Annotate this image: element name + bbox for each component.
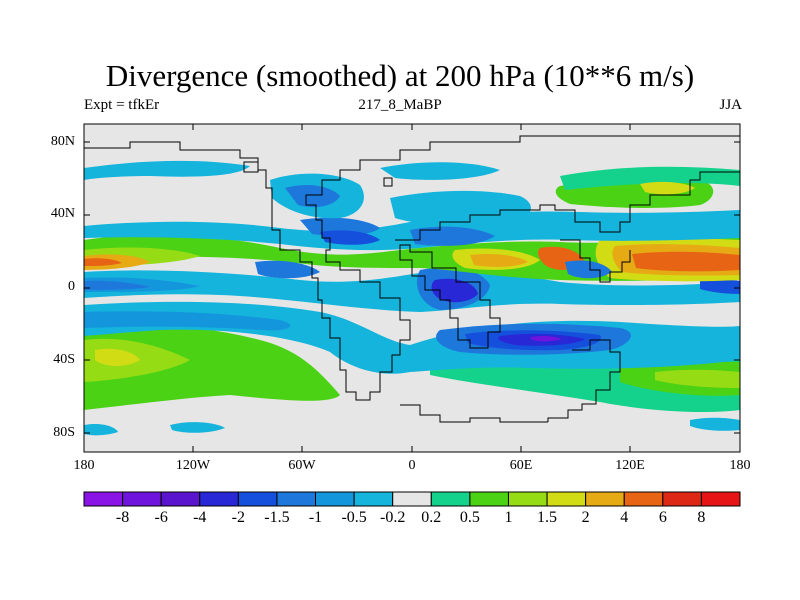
- x-tick-label: 60W: [288, 458, 316, 473]
- colorbar-box: [353, 491, 394, 507]
- colorbar-box: [276, 491, 317, 507]
- contour-fill: [84, 311, 291, 331]
- y-tick-label: 0: [68, 279, 75, 294]
- colorbar-box: [315, 491, 355, 507]
- contour-fill: [170, 422, 225, 433]
- contour-fill: [640, 181, 695, 195]
- contour-fill: [410, 226, 495, 246]
- colorbar-box: [83, 491, 124, 507]
- contour-fill: [84, 160, 250, 180]
- contour-fill: [300, 217, 380, 236]
- plot-title: Divergence (smoothed) at 200 hPa (10**6 …: [105, 58, 695, 93]
- colorbar-box: [122, 491, 162, 507]
- contour-fill: [431, 278, 478, 303]
- season-label: JJA: [719, 97, 742, 113]
- contour-field: [84, 124, 740, 452]
- colorbar-label: -6: [154, 509, 168, 526]
- y-tick-label: 40N: [50, 206, 75, 221]
- colorbar-box: [546, 491, 587, 507]
- colorbar-box: [585, 491, 625, 507]
- y-tick-label: 40S: [53, 352, 75, 367]
- contour-fill: [390, 190, 531, 226]
- colorbar-label: -1: [308, 509, 323, 526]
- coastline-asia-south: [560, 239, 631, 283]
- contour-fill: [255, 260, 320, 279]
- contour-fill: [470, 253, 528, 267]
- colorbar-label: -8: [115, 509, 130, 526]
- x-tick-label: 60E: [509, 458, 533, 473]
- contour-fill: [84, 280, 150, 290]
- colorbar-label: 8: [697, 509, 706, 526]
- colorbar-box: [392, 491, 432, 507]
- colorbar-label: -2: [231, 509, 246, 526]
- colorbar-box: [237, 491, 278, 507]
- colorbar-label: -4: [193, 509, 207, 526]
- x-tick-label: 180: [73, 458, 95, 473]
- contour-fill: [84, 423, 118, 436]
- contour-fill: [285, 184, 340, 208]
- colorbar-label: 1.5: [537, 509, 558, 526]
- contour-fill: [380, 162, 500, 180]
- axis-ticks: [83, 124, 741, 452]
- colorbar-box: [199, 491, 239, 507]
- colorbar-label: 1: [504, 509, 513, 526]
- run-label: 217_8_MaBP: [358, 97, 442, 113]
- coastline-africa: [399, 244, 501, 349]
- colorbar-label: -0.2: [380, 509, 406, 526]
- y-tick-label: 80S: [53, 425, 75, 440]
- x-tick-label: 180: [729, 458, 751, 473]
- contour-fill: [560, 166, 740, 190]
- experiment-label: Expt = tfkEr: [84, 97, 160, 113]
- x-tick-label: 0: [408, 458, 416, 473]
- contour-fill: [95, 348, 140, 366]
- coastline-americas: [84, 135, 740, 401]
- coastline-eurasia-africa: [395, 171, 740, 241]
- coastline-uk: [383, 177, 393, 187]
- colorbar-label: 6: [658, 509, 667, 526]
- contour-fill: [530, 335, 562, 342]
- colorbar-label: -0.5: [341, 509, 367, 526]
- colorbar-label: 4: [620, 509, 629, 526]
- contour-fill: [84, 258, 122, 266]
- colorbar: [83, 491, 741, 507]
- contour-fill: [84, 269, 740, 312]
- coastline-arctic-island: [243, 161, 259, 173]
- x-tick-label: 120W: [175, 458, 211, 473]
- colorbar-box: [160, 491, 201, 507]
- contour-fill: [700, 279, 740, 294]
- coastline-australia: [547, 339, 621, 422]
- contour-fill: [632, 251, 740, 272]
- colorbar-label: 2: [581, 509, 590, 526]
- colorbar-box: [662, 491, 702, 507]
- coastlines: [84, 135, 740, 423]
- coastline-antarctica: [400, 404, 548, 423]
- colorbar-label: 0.2: [421, 509, 442, 526]
- colorbar-box: [430, 491, 471, 507]
- colorbar-box: [623, 491, 664, 507]
- x-tick-label: 120E: [615, 458, 645, 473]
- contour-fill: [655, 369, 740, 388]
- colorbar-box: [469, 491, 509, 507]
- colorbar-label: 0.5: [459, 509, 480, 526]
- colorbar-box: [507, 491, 548, 507]
- colorbar-label: -1.5: [264, 509, 290, 526]
- colorbar-box: [700, 491, 741, 507]
- y-tick-label: 80N: [50, 134, 75, 149]
- contour-fill: [690, 417, 740, 431]
- contour-fill: [320, 230, 380, 245]
